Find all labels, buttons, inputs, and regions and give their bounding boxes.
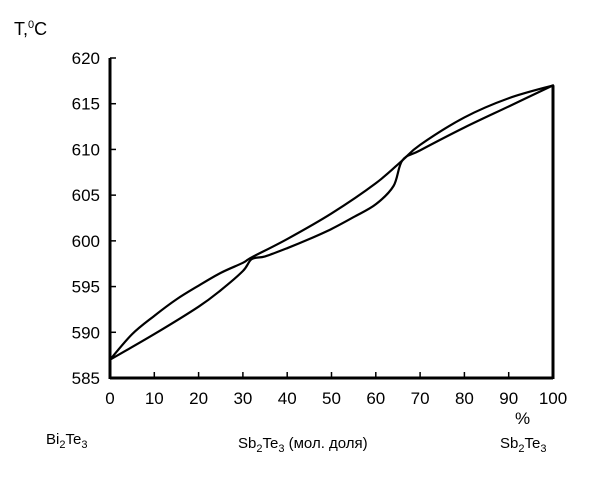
y-axis-title-sup: 0: [28, 19, 34, 31]
y-tick-label: 595: [72, 278, 100, 297]
x-tick-label: 30: [233, 389, 252, 408]
series-group: [108, 84, 555, 361]
x-tick-label: 20: [189, 389, 208, 408]
left-end-label: Bi2Te3: [46, 431, 87, 451]
x-tick-label: 100: [539, 389, 567, 408]
x-tick-label: 10: [145, 389, 164, 408]
ticks: 0 10 20 30 40 50 60 70 80 90 100 585 590 595 600 605 610…: [72, 49, 568, 408]
x-axis-unit: %: [515, 409, 530, 428]
y-tick-label: 610: [72, 140, 100, 159]
y-tick-label: 620: [72, 49, 100, 68]
x-tick-label: 60: [366, 389, 385, 408]
y-tick-label: 600: [72, 232, 100, 251]
x-tick-label: 90: [499, 389, 518, 408]
y-tick-label: 605: [72, 186, 100, 205]
center-label: Sb2Te3 (мол. доля): [238, 435, 368, 455]
y-tick-label: 585: [72, 369, 100, 388]
x-tick-label: 80: [455, 389, 474, 408]
x-tick-label: 70: [411, 389, 430, 408]
y-tick-label: 590: [72, 323, 100, 342]
x-tick-label: 50: [322, 389, 341, 408]
series-1-line: [108, 84, 555, 361]
right-end-label: Sb2Te3: [500, 435, 546, 455]
series-2-line: [108, 84, 555, 361]
y-tick-label: 615: [72, 95, 100, 114]
x-tick-label: 40: [278, 389, 297, 408]
y-axis-title: T,0C: [14, 19, 47, 39]
y-axis-title-unit: C: [34, 19, 47, 39]
x-tick-label: 0: [105, 389, 114, 408]
